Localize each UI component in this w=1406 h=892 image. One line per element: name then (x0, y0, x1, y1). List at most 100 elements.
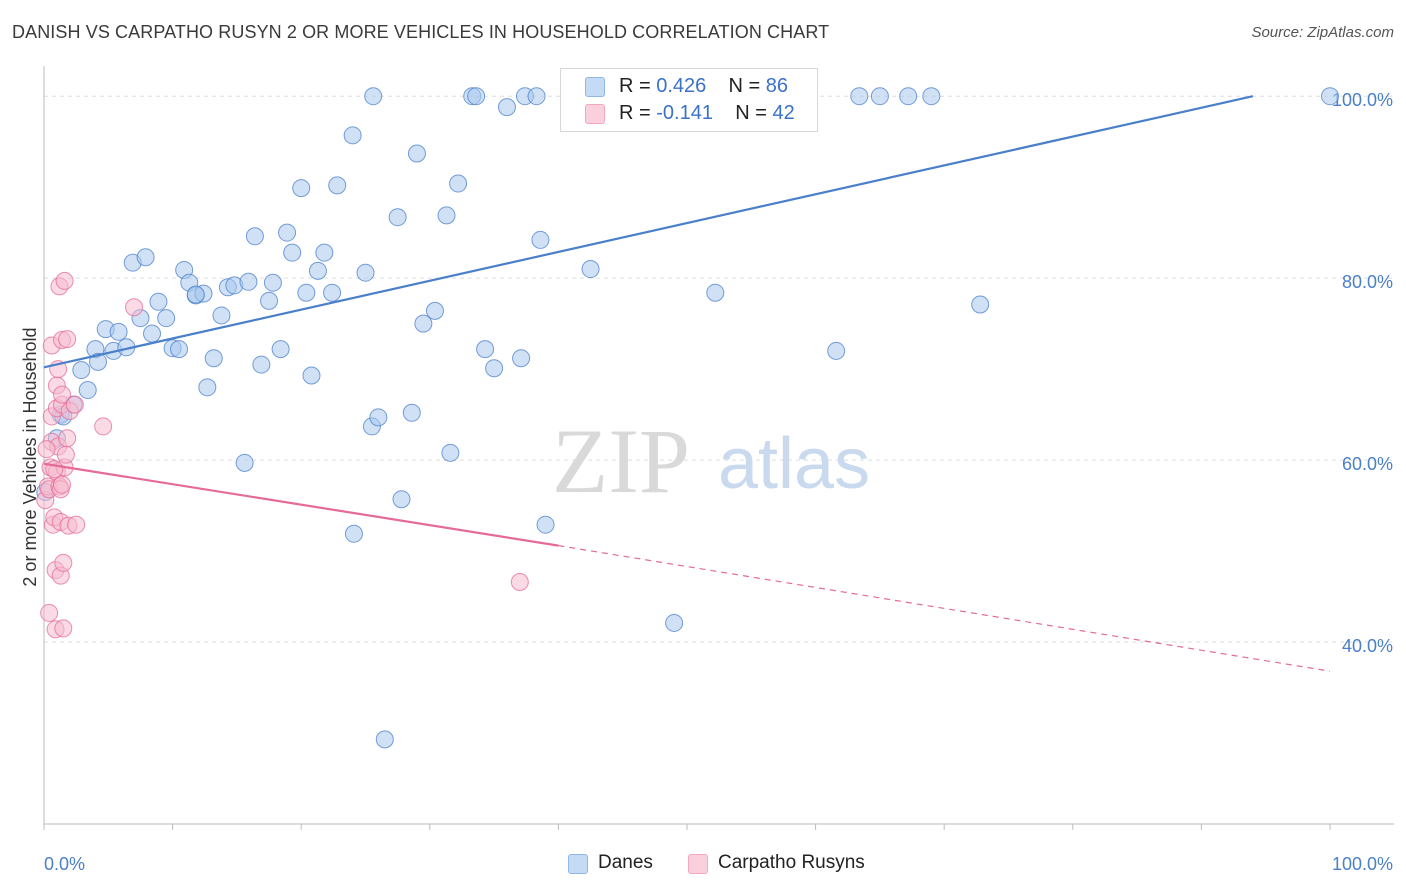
data-point (485, 359, 504, 378)
data-point (125, 298, 144, 317)
data-point (78, 381, 97, 400)
r-label: R = (619, 102, 657, 124)
data-points (36, 87, 1339, 749)
data-point (94, 417, 113, 436)
data-point (581, 260, 600, 279)
data-point (278, 223, 297, 242)
data-point (870, 87, 889, 106)
data-point (364, 87, 383, 106)
data-point (37, 440, 56, 459)
legend-label: Danes (598, 852, 653, 873)
y-tick-label: 100.0% (1332, 90, 1393, 110)
data-point (922, 87, 941, 106)
data-point (252, 355, 271, 374)
y-tick-label: 60.0% (1342, 454, 1393, 474)
y-axis-label: 2 or more Vehicles in Household (20, 327, 40, 586)
data-point (827, 341, 846, 360)
data-point (245, 227, 264, 246)
data-point (388, 208, 407, 227)
data-point (441, 443, 460, 462)
data-point (55, 271, 74, 290)
data-point (369, 408, 388, 427)
data-point (170, 340, 189, 359)
data-point (149, 292, 168, 311)
data-point (89, 352, 108, 371)
data-point (204, 349, 223, 368)
grid-lines (44, 95, 1394, 643)
data-point (414, 314, 433, 333)
r-label: R = (619, 75, 657, 97)
data-point (425, 301, 444, 320)
data-point (323, 283, 342, 302)
x-tick-label: 0.0% (44, 854, 85, 874)
data-point (302, 366, 321, 385)
r-value: 0.426 (656, 75, 707, 97)
data-point (54, 619, 73, 638)
data-point (260, 291, 279, 310)
trend-extension (558, 545, 1331, 672)
data-point (497, 98, 516, 117)
legend-label: Carpatho Rusyns (718, 852, 865, 873)
x-tick-labels: 0.0% 100.0% (44, 854, 1393, 874)
trend-lines (43, 95, 1331, 672)
data-point (40, 603, 59, 622)
n-value: 86 (765, 75, 789, 97)
data-point (263, 273, 282, 292)
data-point (109, 322, 128, 341)
y-tick-label: 40.0% (1342, 636, 1393, 656)
carpatho-swatch (585, 104, 605, 124)
data-point (536, 515, 555, 534)
data-point (706, 283, 725, 302)
data-point (198, 378, 217, 397)
data-point (239, 272, 258, 291)
data-point (212, 306, 231, 325)
data-point (56, 445, 75, 464)
chart-title: DANISH VS CARPATHO RUSYN 2 OR MORE VEHIC… (12, 22, 830, 42)
data-point (343, 126, 362, 145)
data-point (58, 330, 77, 349)
y-tick-label: 80.0% (1342, 272, 1393, 292)
x-tick-label: 100.0% (1332, 854, 1393, 874)
data-point (449, 174, 468, 193)
data-point (136, 248, 155, 267)
data-point (971, 295, 990, 314)
data-point (315, 243, 334, 262)
series-carpatho-rusyns (36, 271, 529, 639)
watermark-zip: ZIP (552, 410, 690, 512)
carpatho-swatch (688, 854, 708, 874)
data-point (157, 309, 176, 328)
data-point (512, 349, 531, 368)
data-point (344, 524, 363, 543)
data-point (328, 176, 347, 195)
data-point (58, 429, 77, 448)
data-point (850, 87, 869, 106)
watermark: ZIP atlas (552, 410, 870, 512)
data-point (467, 87, 486, 106)
y-tick-labels: 40.0% 60.0% 80.0% 100.0% (1332, 90, 1393, 656)
data-point (271, 340, 290, 359)
source-credit: Source: ZipAtlas.com (1251, 24, 1394, 41)
data-point (186, 285, 205, 304)
data-point (297, 283, 316, 302)
n-label: N = (735, 102, 773, 124)
n-label: N = (728, 75, 766, 97)
data-point (72, 361, 91, 380)
data-point (292, 179, 311, 198)
data-point (407, 144, 426, 163)
data-point (53, 385, 72, 404)
data-point (308, 261, 327, 280)
data-point (235, 453, 254, 472)
danes-swatch (568, 854, 588, 874)
data-point (437, 206, 456, 225)
n-value: 42 (772, 102, 795, 124)
data-point (531, 230, 550, 249)
data-point (402, 403, 421, 422)
data-point (53, 475, 72, 494)
data-point (45, 460, 64, 479)
data-point (665, 613, 684, 632)
data-point (143, 324, 162, 343)
data-point (356, 263, 375, 282)
data-point (54, 553, 73, 572)
trend-line-carpatho-rusyns (43, 462, 559, 547)
